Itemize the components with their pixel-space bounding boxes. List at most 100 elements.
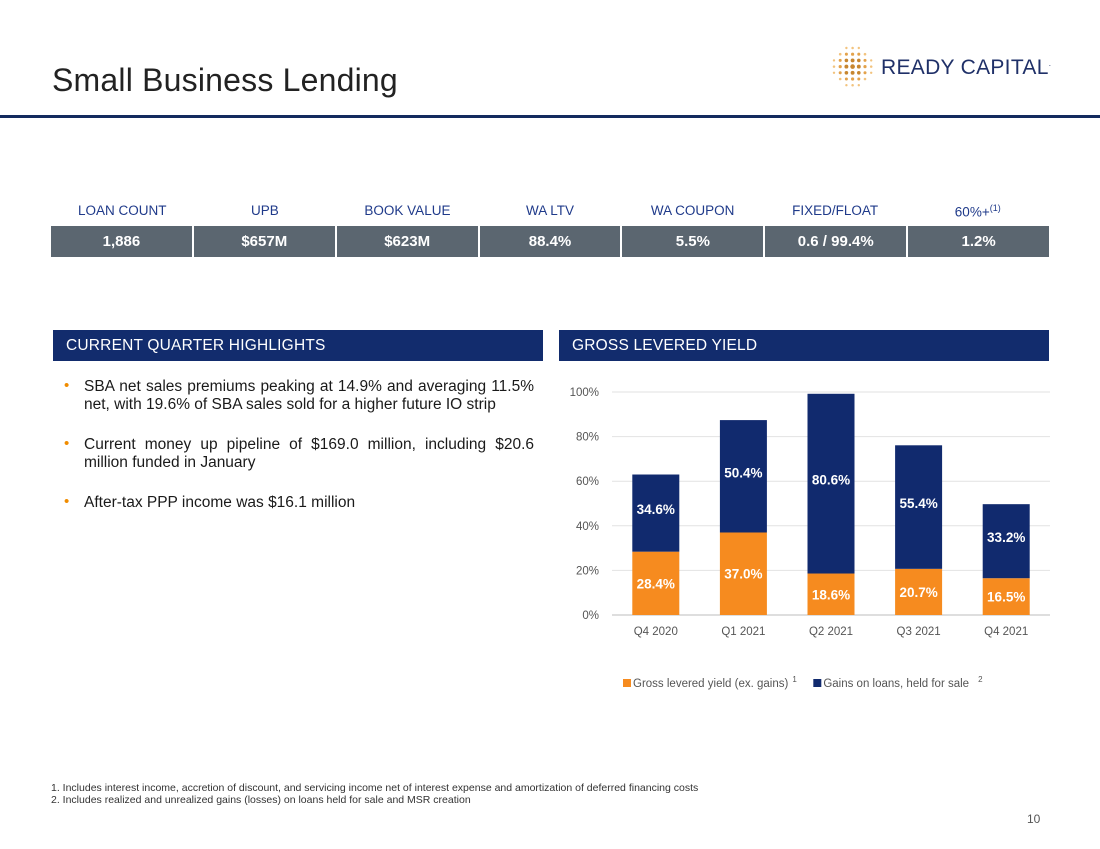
logo-dot: [863, 65, 867, 69]
logo-dot: [851, 77, 855, 81]
legend-label-gains: Gains on loans, held for sale: [823, 678, 969, 690]
logo-dot: [851, 46, 854, 50]
bar-data-label: 18.6%: [812, 587, 850, 602]
bar-gross-yield: [807, 573, 855, 615]
logo-dot: [845, 46, 848, 50]
y-tick-label: 20%: [576, 565, 599, 577]
logo-dot: [863, 52, 867, 56]
stat-value-60-plus: 1.2%: [908, 226, 1050, 257]
logo-dot: [844, 58, 849, 63]
x-tick-label: Q1 2021: [721, 626, 765, 638]
stat-value-loan-count: 1,886: [51, 226, 194, 257]
stat-header-wa-coupon: WA COUPON: [650, 203, 735, 218]
bar-gains-on-loans: [982, 504, 1030, 579]
highlight-item: • After-tax PPP income was $16.1 million: [64, 493, 356, 511]
x-tick-label: Q3 2021: [897, 626, 941, 638]
logo-dot: [838, 52, 842, 56]
logo-mark: .: [1048, 59, 1052, 68]
x-tick-label: Q4 2020: [634, 626, 678, 638]
y-tick-label: 60%: [576, 476, 599, 488]
page-title: Small Business Lending: [52, 62, 398, 98]
logo-dot: [857, 77, 861, 81]
company-logo: READY CAPITAL.: [828, 42, 1068, 92]
stats-header-row: LOAN COUNT UPB BOOK VALUE WA LTV WA COUP…: [51, 203, 1049, 220]
highlight-item: • Current money up pipeline of $169.0 mil…: [64, 435, 534, 471]
logo-dot: [850, 64, 855, 69]
highlight-item: • SBA net sales premiums peaking at 14.9%…: [64, 377, 534, 413]
bar-gross-yield: [982, 578, 1030, 615]
bar-data-label: 28.4%: [637, 576, 675, 591]
logo-dot: [851, 52, 855, 56]
logo-dot: [850, 58, 855, 63]
legend-swatch-gross-yield: [623, 679, 631, 687]
y-tick-label: 100%: [570, 387, 599, 399]
bar-gross-yield: [632, 551, 680, 615]
footnote-1: 1. Includes interest income, accretion o…: [51, 782, 699, 794]
legend-label-gross-yield: Gross levered yield (ex. gains): [633, 678, 788, 690]
gross-levered-yield-chart: 0% 20% 40% 60% 80% 100% 28.4% 34.6% Q4 2020 37.0%…: [570, 387, 1050, 690]
logo-dot: [863, 77, 867, 81]
logo-dot: [869, 65, 873, 68]
logo-dot: [850, 70, 855, 75]
logo-dot: [856, 70, 861, 75]
legend-footnote: 2: [978, 675, 983, 684]
y-tick-label: 40%: [576, 521, 599, 533]
logo-dot: [832, 59, 836, 62]
stat-value-wa-coupon: 5.5%: [622, 226, 766, 257]
logo-dot: [857, 84, 860, 87]
logo-dot: [863, 71, 867, 75]
bar-gains-on-loans: [807, 393, 855, 574]
stat-header-fixed-float: FIXED/FLOAT: [792, 203, 879, 218]
bar-data-label: 50.4%: [724, 465, 762, 480]
stat-value-fixed-float: 0.6 / 99.4%: [765, 226, 909, 257]
logo-dot: [856, 64, 861, 69]
chart-header: GROSS LEVERED YIELD: [559, 330, 1049, 361]
title-rule: [0, 115, 1100, 118]
x-tick-label: Q4 2021: [984, 626, 1028, 638]
stat-value-wa-ltv: 88.4%: [479, 226, 623, 257]
logo-dot: [838, 65, 842, 69]
logo-dot: [844, 64, 849, 69]
stat-header-upb: UPB: [250, 203, 279, 218]
bar-gross-yield: [895, 568, 943, 615]
bar-gains-on-loans: [719, 420, 767, 533]
logo-dot: [870, 71, 873, 74]
stat-value-book-value: $623M: [336, 226, 480, 257]
bar-gains-on-loans: [895, 445, 943, 569]
logo-dot: [832, 71, 836, 74]
stat-header-loan-count: LOAN COUNT: [78, 203, 167, 218]
logo-dot: [832, 65, 836, 68]
legend-footnote: 1: [792, 675, 797, 684]
bar-data-label: 55.4%: [899, 496, 937, 511]
x-tick-label: Q2 2021: [809, 626, 853, 638]
logo-name: READY CAPITAL: [881, 56, 1049, 79]
stats-value-row: 1,886 $657M $623M 88.4% 5.5% 0.6 / 99.4%…: [51, 226, 1050, 257]
logo-dot: [838, 77, 842, 81]
highlights-list: • SBA net sales premiums peaking at 14.9%…: [64, 377, 534, 534]
logo-dot: [857, 52, 861, 56]
stat-header-footnote: (1): [989, 203, 1001, 213]
logo-dot: [856, 58, 861, 63]
logo-dot: [838, 71, 842, 75]
bar-data-label: 20.7%: [899, 585, 937, 600]
stat-header-60-plus: 60%+(1): [954, 203, 1001, 220]
stat-header-wa-ltv: WA LTV: [526, 203, 575, 218]
bar-data-label: 34.6%: [637, 502, 675, 517]
bullet-icon: •: [64, 377, 70, 394]
bar-data-label: 16.5%: [987, 590, 1025, 605]
logo-dot: [870, 59, 873, 62]
stat-value-upb: $657M: [193, 226, 337, 257]
logo-dot: [845, 84, 848, 87]
bar-data-label: 33.2%: [987, 530, 1025, 545]
y-tick-label: 80%: [576, 432, 599, 444]
logo-dot: [857, 46, 860, 50]
bar-gross-yield: [719, 532, 767, 615]
footnote-2: 2. Includes realized and unrealized gain…: [51, 794, 471, 806]
highlights-header: CURRENT QUARTER HIGHLIGHTS: [53, 330, 543, 361]
stat-header-book-value: BOOK VALUE: [364, 203, 451, 218]
bar-gains-on-loans: [632, 474, 680, 552]
logo-dot: [838, 58, 842, 62]
logo-dot: [863, 58, 867, 62]
logo-dot: [844, 77, 848, 81]
bullet-icon: •: [64, 493, 70, 510]
